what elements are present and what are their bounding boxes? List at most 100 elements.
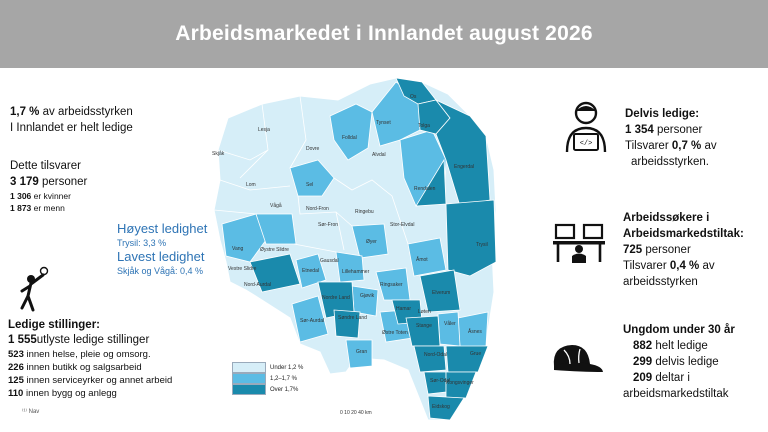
- highest-value: Trysil: 3,3 %: [117, 238, 167, 248]
- map-eidskog: [427, 395, 465, 421]
- partial-title: Delvis ledige:: [625, 108, 700, 120]
- map-etnedal: [295, 253, 327, 289]
- map-sel: [289, 159, 335, 197]
- map-storelvdal: [415, 158, 447, 207]
- legend-item-mid: 1,2–1,7 %: [232, 373, 303, 384]
- label-amot: Åmot: [416, 256, 428, 263]
- vacancy-row: 523 innen helse, pleie og omsorg.: [8, 348, 172, 361]
- map-legend: Under 1,2 % 1,2–1,7 % Over 1,7%: [232, 362, 303, 395]
- label-hamar: Hamar: [396, 306, 411, 312]
- youth-full-rest: helt ledige: [652, 340, 708, 352]
- youth-measures-rest: deltar i: [652, 372, 690, 384]
- map-trysil: [445, 199, 497, 277]
- map-gran: [345, 339, 373, 369]
- vacancies-title: Ledige stillinger:: [8, 319, 101, 331]
- vacancy-row-value: 110: [8, 388, 24, 399]
- label-alvdal: Alvdal: [372, 152, 386, 158]
- label-sondreland: Søndre Land: [338, 315, 367, 321]
- legend-swatch-high: [232, 384, 266, 395]
- source-note: ⁽¹⁾ Nav: [22, 408, 39, 415]
- label-oyer: Øyer: [366, 239, 377, 245]
- basketball-player-icon: [20, 266, 49, 312]
- legend-item-low: Under 1,2 %: [232, 362, 303, 373]
- men-value: 1 873: [10, 203, 32, 213]
- source-text: Nav: [28, 409, 40, 415]
- label-vang: Vang: [232, 246, 244, 252]
- label-etnedal: Etnedal: [302, 268, 319, 274]
- measures-line4-pre: Tilsvarer: [623, 260, 670, 272]
- measures-section: Arbeidssøkere i Arbeidsmarkedstiltak: 72…: [623, 210, 744, 290]
- unemployment-summary: 1,7 % av arbeidsstyrken I Innlandet er h…: [10, 104, 133, 136]
- vacancy-row-value: 226: [8, 362, 24, 373]
- partial-line3-pre: Tilsvarer: [625, 140, 672, 152]
- legend-label-high: Over 1,7%: [270, 386, 299, 393]
- map-nordaurdal: [249, 253, 301, 293]
- legend-label-mid: 1,2–1,7 %: [270, 375, 298, 382]
- persons-rest: personer: [38, 176, 88, 188]
- map-grue: [445, 345, 489, 373]
- label-engerdal: Engerdal: [454, 164, 474, 170]
- highest-lowest-box: Høyest ledighet Trysil: 3,3 % Lavest led…: [117, 221, 207, 277]
- map-sondreland: [333, 309, 361, 339]
- measures-line4-post: av: [699, 260, 715, 272]
- label-grue: Grue: [470, 351, 481, 357]
- partial-line4: arbeidsstyrken.: [631, 156, 709, 168]
- partial-rest: personer: [653, 124, 703, 136]
- pct-value: 1,7 %: [10, 106, 40, 118]
- vacancy-row-value: 523: [8, 349, 24, 360]
- header-banner: Arbeidsmarkedet i Innlandet august 2026: [0, 0, 768, 68]
- women-rest: er kvinner: [31, 191, 71, 201]
- label-skjak: Skjåk: [212, 150, 225, 157]
- label-vestreslidre: Vestre Slidre: [228, 266, 257, 272]
- map-boundaries: [213, 95, 409, 253]
- measures-pct: 0,4 %: [669, 260, 700, 272]
- label-folldal: Folldal: [342, 135, 357, 141]
- map-nordodal: [413, 345, 447, 373]
- partial-value: 1 354: [625, 124, 654, 136]
- measures-value: 725: [623, 244, 643, 256]
- youth-measures-line2: arbeidsmarkedstiltak: [623, 388, 729, 400]
- page-title: Arbeidsmarkedet i Innlandet august 2026: [175, 22, 593, 45]
- persons-value: 3 179: [10, 176, 39, 188]
- label-sorurdal: Sør-Aurdal: [300, 318, 324, 324]
- vacancies-total-rest: utlyste ledige stillinger: [36, 334, 150, 346]
- pct-line2: I Innlandet er helt ledige: [10, 122, 133, 134]
- vacancy-row: 226 innen butikk og salgsarbeid: [8, 361, 172, 374]
- youth-section: Ungdom under 30 år 882 helt ledige 299 d…: [623, 322, 735, 402]
- legend-swatch-mid: [232, 373, 266, 384]
- label-gjovik: Gjøvik: [360, 293, 375, 299]
- label-nordreland: Nordre Land: [322, 295, 350, 301]
- lowest-label: Lavest ledighet: [117, 249, 205, 264]
- label-ostretoten: Østre Toten: [382, 330, 408, 336]
- label-nordaurdal: Nord-Aurdal: [244, 282, 271, 288]
- vacancy-row-text: innen helse, pleie og omsorg.: [23, 349, 151, 360]
- legend-item-high: Over 1,7%: [232, 384, 303, 395]
- label-lom: Lom: [246, 182, 256, 188]
- label-loten: Løten: [418, 309, 431, 315]
- men-rest: er menn: [31, 203, 65, 213]
- label-ringebu: Ringebu: [355, 209, 374, 215]
- label-nordfron: Nord-Fron: [306, 206, 329, 212]
- measures-line5: arbeidsstyrken: [623, 276, 698, 288]
- map-oyer: [351, 223, 389, 259]
- measures-rest: personer: [642, 244, 691, 256]
- map-scale-bar: 0 10 20 40 km: [340, 410, 372, 416]
- label-gausdal: Gausdal: [320, 258, 339, 264]
- vacancies-total: 1 555: [8, 334, 37, 346]
- vacancy-row-text: innen bygg og anlegg: [23, 388, 117, 399]
- highest-label: Høyest ledighet: [117, 221, 208, 236]
- women-value: 1 306: [10, 191, 32, 201]
- svg-text:</>: </>: [580, 140, 593, 148]
- vacancy-row: 110 innen bygg og anlegg: [8, 387, 172, 400]
- lowest-value: Skjåk og Vågå: 0,4 %: [117, 266, 204, 276]
- programmer-icon: </>: [565, 101, 607, 153]
- label-tolga: Tolga: [418, 123, 430, 129]
- label-vaga: Vågå: [270, 202, 282, 209]
- label-gran: Gran: [356, 349, 367, 355]
- label-rendalen: Rendalen: [414, 186, 436, 192]
- label-trysil: Trysil: [476, 242, 488, 248]
- label-stange: Stange: [416, 323, 432, 329]
- pct-rest: av arbeidsstyrken: [39, 106, 133, 118]
- label-asnes: Åsnes: [468, 328, 482, 335]
- measures-title2: Arbeidsmarkedstiltak:: [623, 228, 744, 240]
